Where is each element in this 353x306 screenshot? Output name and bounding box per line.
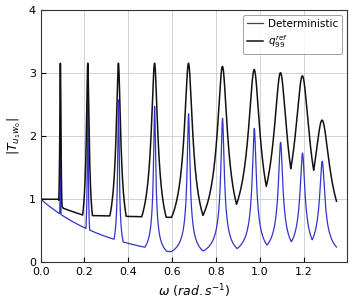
$q_{99}^{ref}$	[116, 62, 120, 65]
Deterministic	[227, 228, 231, 232]
$q_{99}^{ref}$	[146, 180, 150, 184]
Deterministic	[214, 230, 218, 233]
$q_{99}^{ref}$	[258, 132, 262, 136]
$q_{99}^{ref}$	[169, 216, 174, 219]
Y-axis label: $|T_{u_1 w_0}|$: $|T_{u_1 w_0}|$	[6, 117, 23, 155]
Deterministic	[54, 209, 58, 213]
Deterministic	[58, 63, 62, 66]
Line: $q_{99}^{ref}$: $q_{99}^{ref}$	[41, 63, 336, 218]
$q_{99}^{ref}$	[54, 197, 58, 201]
Deterministic	[334, 245, 339, 249]
Deterministic	[274, 215, 278, 219]
Deterministic	[146, 239, 150, 243]
Deterministic	[169, 250, 173, 254]
$q_{99}^{ref}$	[334, 200, 339, 203]
$q_{99}^{ref}$	[214, 148, 218, 152]
$q_{99}^{ref}$	[274, 110, 278, 113]
Deterministic	[39, 197, 43, 201]
$q_{99}^{ref}$	[39, 197, 43, 201]
X-axis label: $\omega \ (rad.s^{-1})$: $\omega \ (rad.s^{-1})$	[158, 283, 231, 300]
$q_{99}^{ref}$	[227, 147, 231, 151]
Line: Deterministic: Deterministic	[41, 65, 336, 252]
Deterministic	[258, 223, 262, 227]
Legend: Deterministic, $q_{99}^{ref}$: Deterministic, $q_{99}^{ref}$	[243, 15, 342, 54]
